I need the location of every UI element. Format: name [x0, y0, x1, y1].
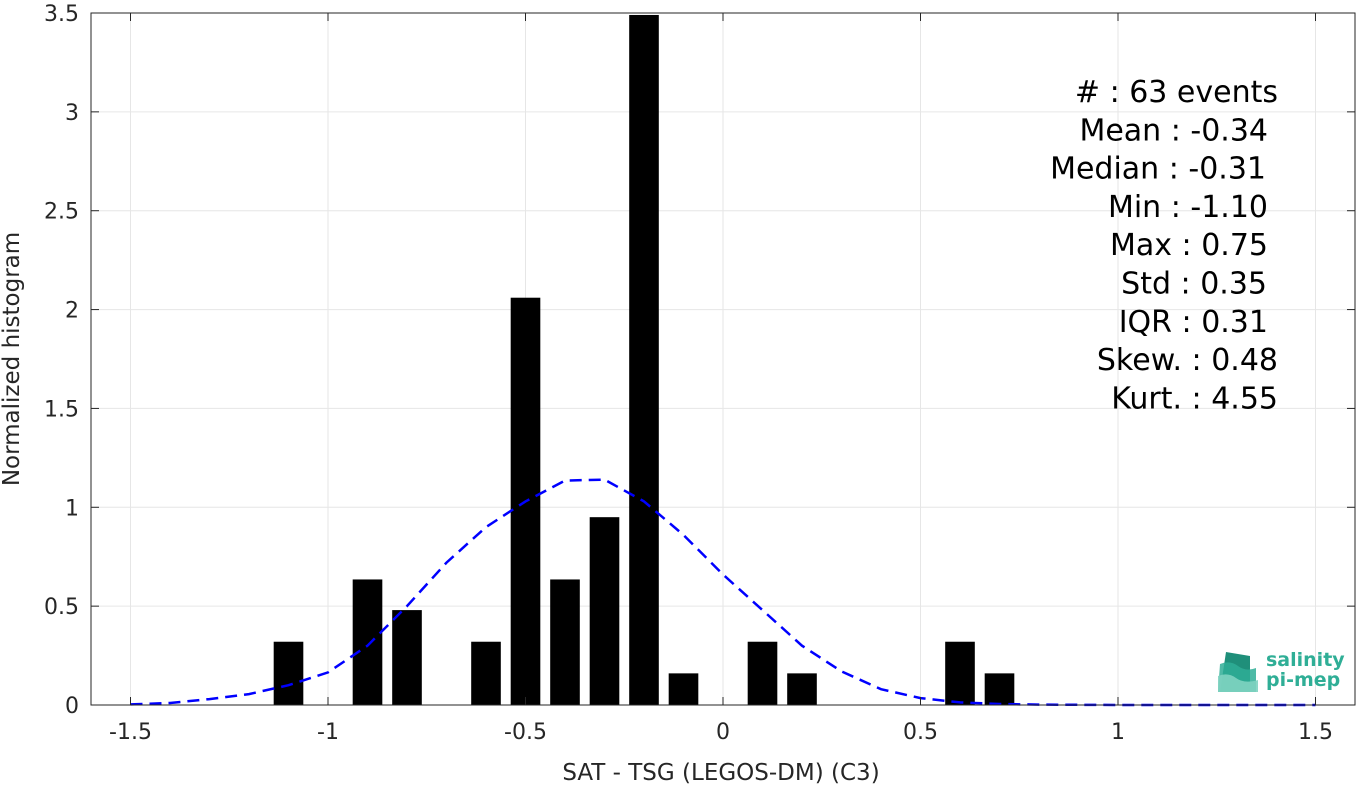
y-tick-label: 1 [65, 496, 79, 521]
stats-annotation: Median : -0.31 [1050, 152, 1266, 187]
y-tick-label: 0 [65, 694, 79, 719]
fit-curve-layer [130, 478, 1316, 707]
histogram-bar [984, 673, 1015, 705]
x-tick-label: -1 [317, 720, 339, 745]
y-tick-label: 3 [65, 101, 79, 126]
x-axis-label: SAT - TSG (LEGOS-DM) (C3) [562, 760, 879, 785]
histogram-bar [471, 641, 501, 705]
stats-annotation: Kurt. : 4.55 [1111, 381, 1278, 416]
x-tick-label: -0.5 [504, 720, 547, 745]
stats-annotation: Min : -1.10 [1108, 190, 1268, 225]
histogram-bar [589, 517, 620, 705]
x-tick-label: 0 [716, 720, 730, 745]
y-tick-label: 0.5 [44, 595, 79, 620]
stats-annotation: Skew. : 0.48 [1097, 343, 1278, 378]
stats-annotation: Mean : -0.34 [1079, 113, 1268, 148]
histogram-bar [668, 673, 699, 705]
ticks: -1.5 -1 -0.5 0 0.5 1 1.5 0 0.5 1 1.5 2 2.5 3 3.5 [44, 2, 1355, 745]
x-tick-label: 1 [1111, 720, 1125, 745]
x-tick-label: 1.5 [1298, 720, 1333, 745]
histogram-bar [945, 641, 975, 705]
stats-annotation: IQR : 0.31 [1119, 305, 1268, 340]
bars [273, 14, 1015, 705]
grid-lines [91, 12, 1355, 706]
stats-annotation: Std : 0.35 [1121, 267, 1267, 302]
x-tick-label: -1.5 [109, 720, 152, 745]
salinity-pi-mep-logo: salinity pi-mep [1218, 649, 1345, 692]
y-tick-label: 1.5 [44, 397, 79, 422]
histogram-bar [273, 641, 304, 705]
y-tick-label: 2 [65, 299, 79, 324]
y-tick-label: 3.5 [44, 2, 79, 27]
stats-annotation: Max : 0.75 [1110, 228, 1268, 263]
histogram-bar [747, 641, 778, 705]
histogram-bar [629, 14, 659, 705]
y-axis-label: Normalized histogram [0, 232, 25, 486]
logo-text-pi-mep: pi-mep [1266, 669, 1340, 691]
histogram-bar [787, 673, 817, 705]
histogram-bar [550, 579, 580, 705]
logo-text-salinity: salinity [1266, 649, 1345, 671]
x-tick-label: 0.5 [903, 720, 938, 745]
stats-annotation: # : 63 events [1075, 75, 1278, 110]
histogram-bar [392, 610, 422, 705]
logo-wave-icon [1218, 652, 1258, 692]
gaussian-fit-line [130, 478, 1316, 707]
histogram-bar [352, 579, 383, 705]
y-tick-label: 2.5 [44, 200, 79, 225]
